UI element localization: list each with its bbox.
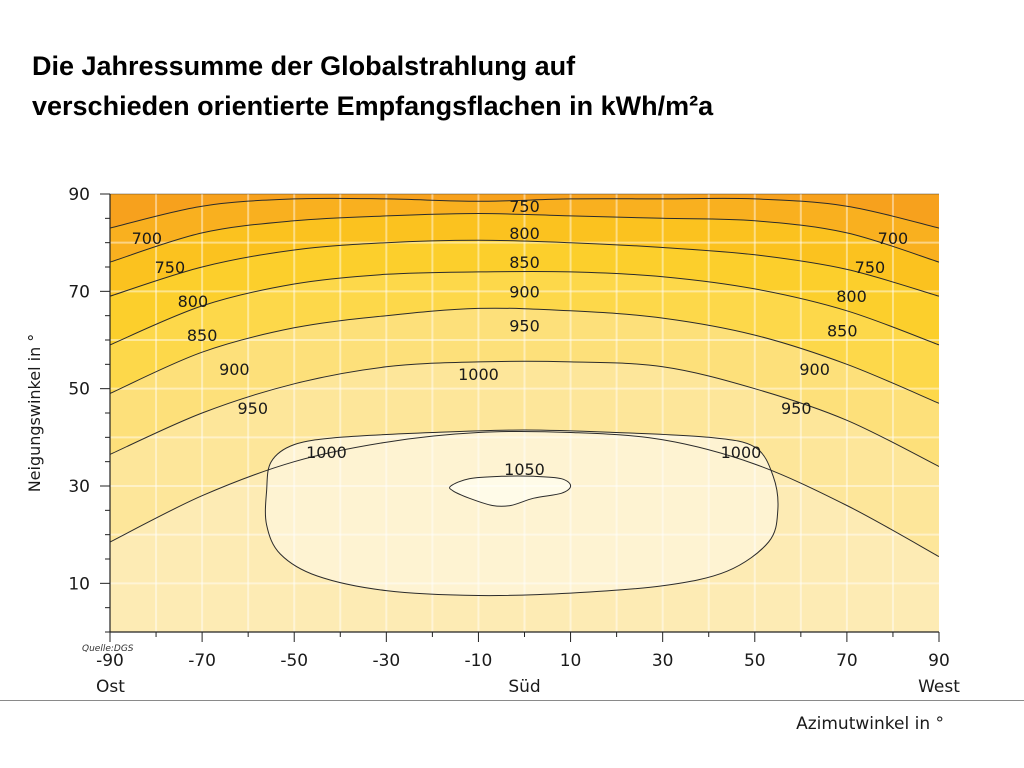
- contour-closed-1050: [449, 475, 572, 507]
- contour-label-850: 850: [509, 253, 540, 272]
- contour-label-1000: 1000: [721, 443, 762, 462]
- contour-label-1000: 1000: [306, 443, 347, 462]
- contour-label-800: 800: [178, 292, 209, 311]
- contour-850: [110, 239, 939, 297]
- contour-label-850: 850: [827, 321, 858, 340]
- contour-label-750: 750: [155, 258, 186, 277]
- y-tick-label-50: 50: [68, 380, 90, 400]
- contour-closed-1000: [264, 429, 779, 597]
- contour-label-700: 700: [132, 229, 163, 248]
- x-tick-label-30: 30: [652, 651, 674, 671]
- contour-750: [110, 197, 939, 229]
- x-category-west: West: [918, 677, 960, 697]
- x-tick-label--70: -70: [188, 651, 216, 671]
- contour-label-750: 750: [855, 258, 886, 277]
- contour-1000: [110, 360, 939, 467]
- contour-800: [110, 212, 939, 263]
- axes: 10 30 50 70 90 -90 -70 -50 -30 -10 10 30 50 70 90 Ost Sü…: [68, 185, 960, 697]
- x-tick-label--50: -50: [280, 651, 308, 671]
- y-tick-label-90: 90: [68, 185, 90, 205]
- contour-900: [110, 270, 939, 346]
- x-category-ost: Ost: [96, 677, 125, 697]
- contour-label-700: 700: [878, 229, 909, 248]
- x-tick-label--10: -10: [465, 651, 493, 671]
- contour-label-800: 800: [836, 287, 867, 306]
- contour-label-900: 900: [799, 360, 830, 379]
- x-tick-label--30: -30: [372, 651, 400, 671]
- title-line-2: verschieden orientierte Empfangsflachen …: [32, 91, 714, 121]
- band-inner-1000: [265, 430, 779, 596]
- contour-1050: [110, 430, 939, 558]
- footer-divider: [0, 700, 1024, 701]
- contour-label-950: 950: [237, 399, 268, 418]
- y-tick-label-30: 30: [68, 477, 90, 497]
- y-axis-label: Neigungswinkel in °: [25, 334, 44, 493]
- contour-950: [110, 307, 939, 404]
- source-note: Quelle:DGS: [82, 644, 134, 654]
- x-tick-label-90: 90: [928, 651, 950, 671]
- band-inner-1050: [449, 476, 571, 507]
- y-tick-label-70: 70: [68, 282, 90, 302]
- x-tick-label-50: 50: [744, 651, 766, 671]
- contour-label-1050: 1050: [504, 460, 545, 479]
- x-tick-label-70: 70: [836, 651, 858, 671]
- contour-label-1000: 1000: [458, 365, 499, 384]
- contour-label-750: 750: [509, 197, 540, 216]
- contour-label-950: 950: [509, 316, 540, 335]
- title-line-1: Die Jahressumme der Globalstrahlung auf: [32, 51, 576, 81]
- contour-lines: [110, 197, 939, 597]
- contour-label-900: 900: [219, 360, 250, 379]
- x-category-süd: Süd: [508, 677, 540, 697]
- contour-bands: [110, 194, 939, 632]
- grid-lines: [110, 194, 939, 632]
- x-tick-label-10: 10: [560, 651, 582, 671]
- y-tick-label-10: 10: [68, 574, 90, 594]
- contour-label-850: 850: [187, 326, 218, 345]
- contour-label-900: 900: [509, 282, 540, 301]
- x-axis-label: Azimutwinkel in °: [796, 714, 944, 734]
- page-title: Die Jahressumme der Globalstrahlung auf …: [32, 46, 992, 126]
- contour-labels: 7508008509009501000105070075080085090095…: [132, 197, 909, 479]
- contour-label-800: 800: [509, 224, 540, 243]
- x-tick-label--90: -90: [96, 651, 124, 671]
- contour-label-950: 950: [781, 399, 812, 418]
